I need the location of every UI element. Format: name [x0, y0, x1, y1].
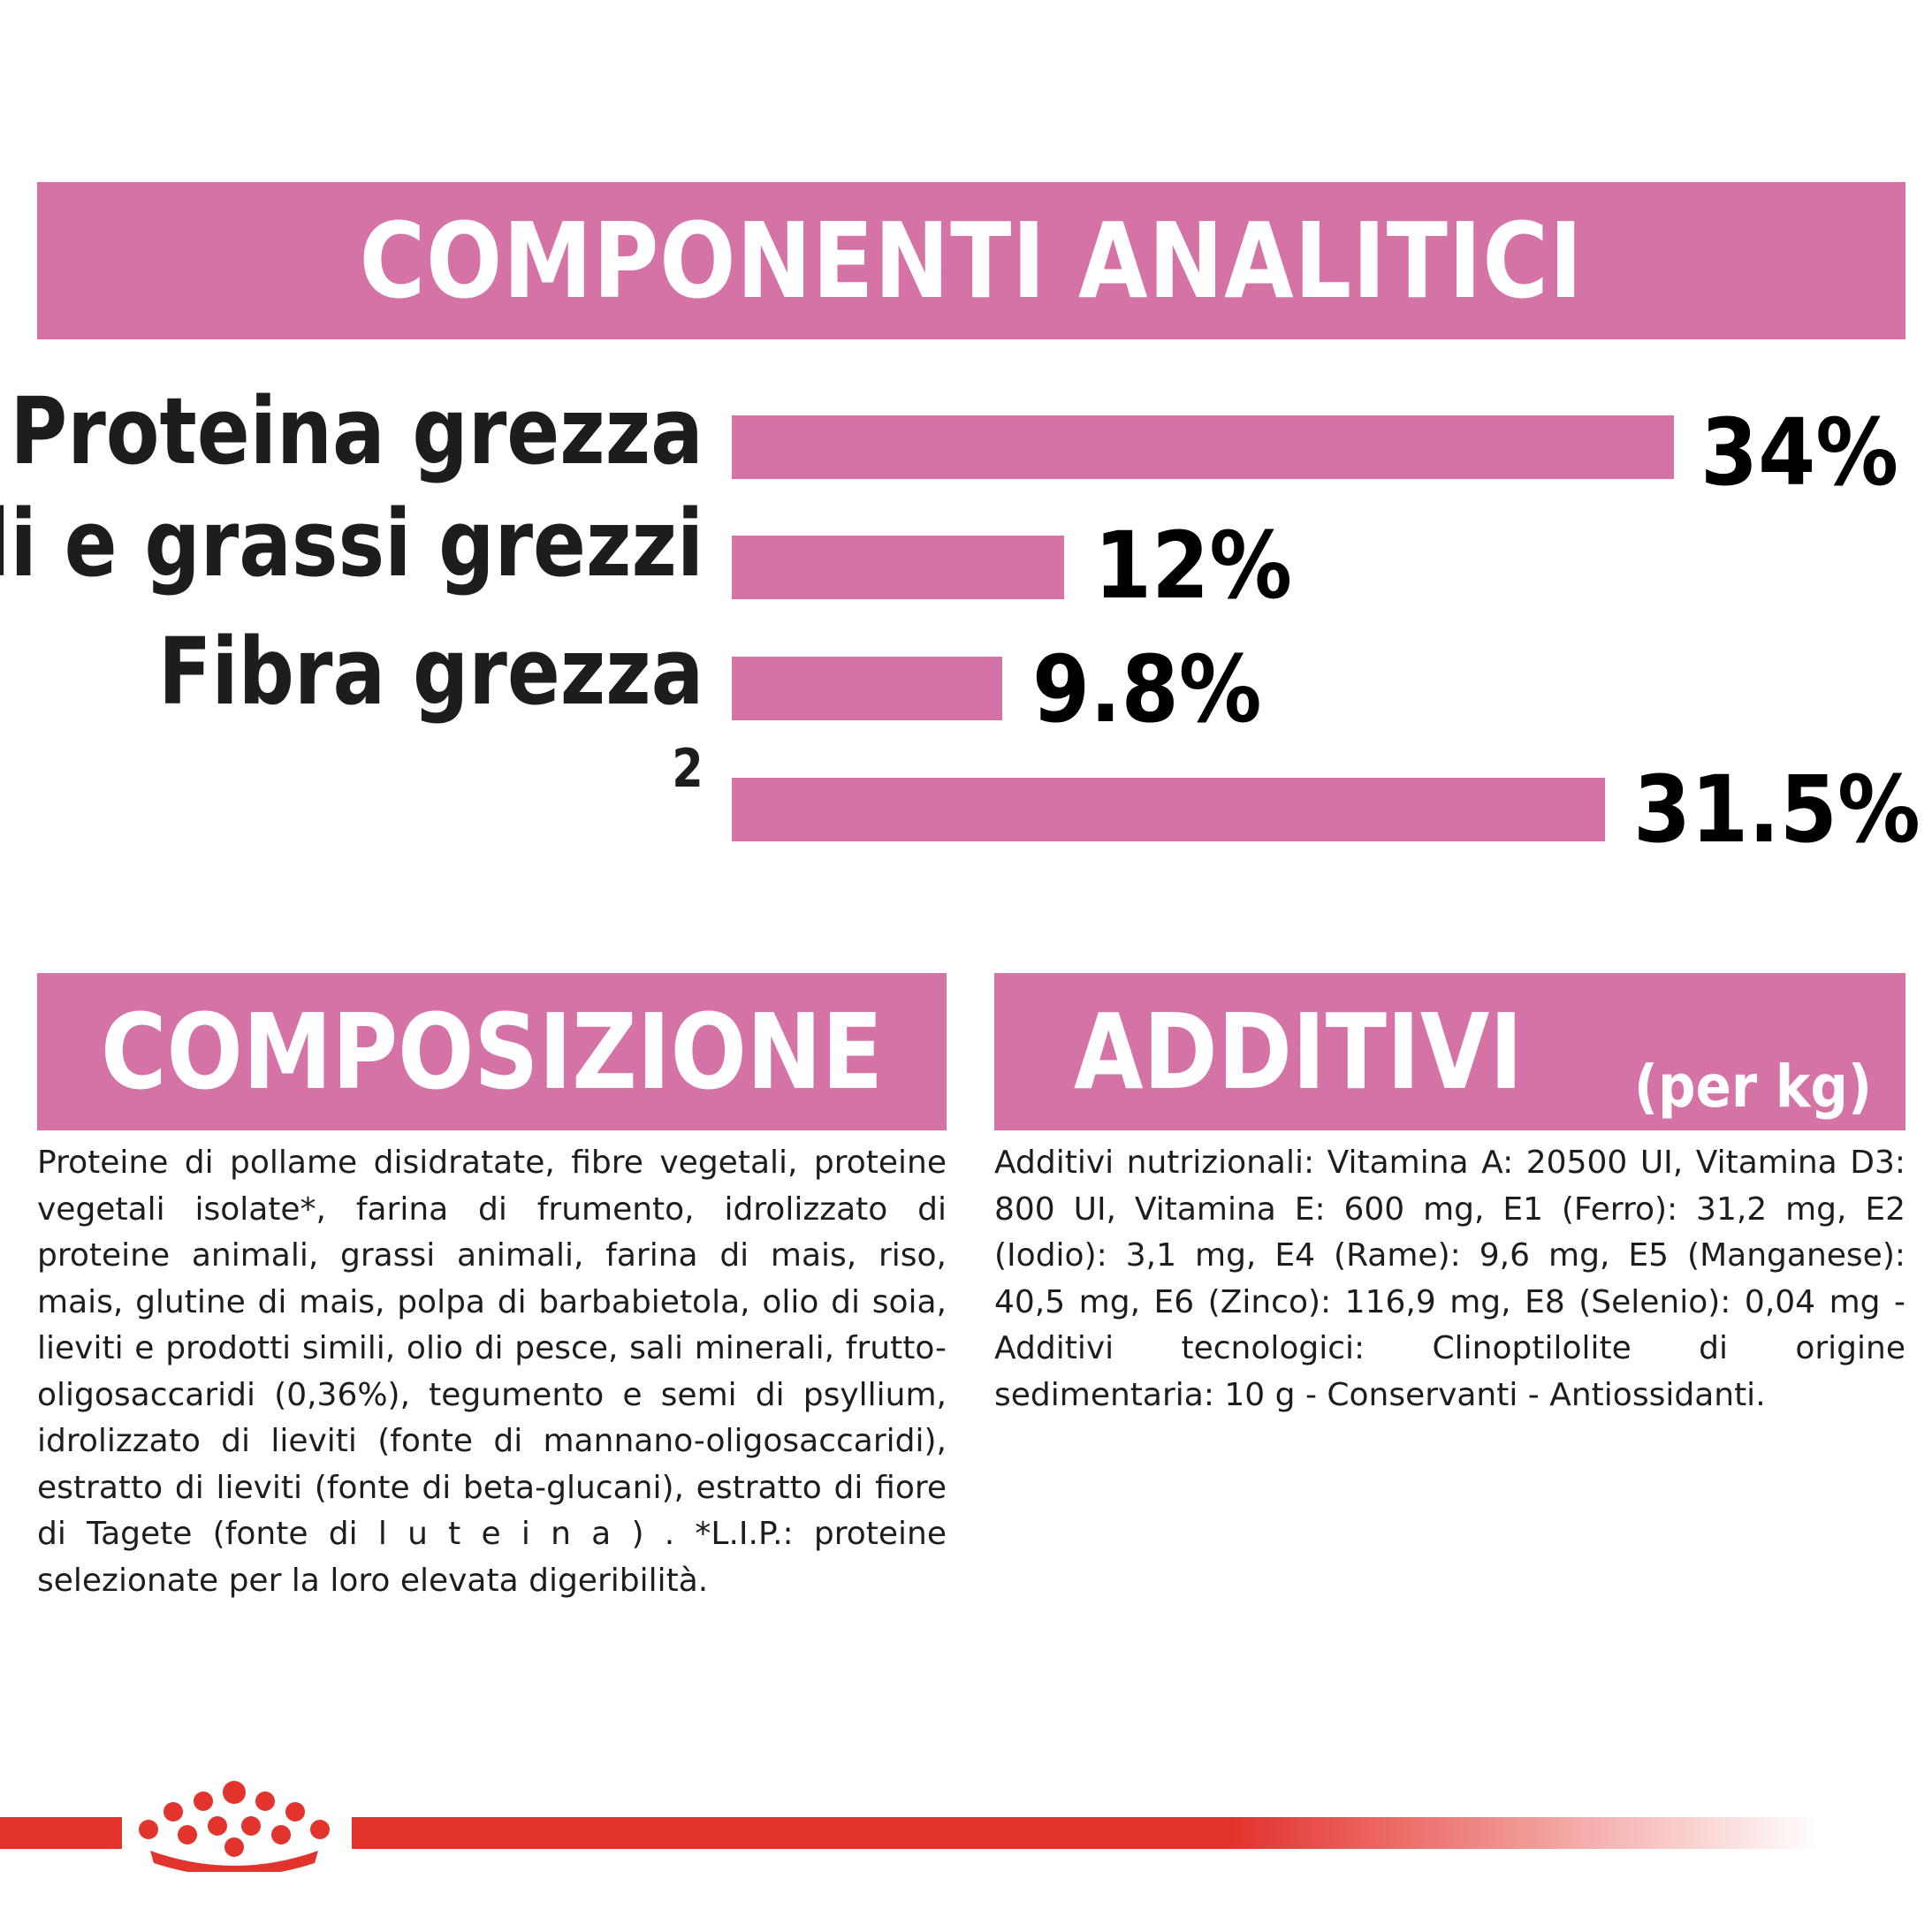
value-fat: 12% [1094, 512, 1293, 620]
row-label-fat: Oli e grassi grezzi [0, 490, 704, 597]
additives-title: ADDITIVI [1074, 991, 1524, 1113]
additives-unit: (per kg) [1633, 1053, 1872, 1121]
additives-header: ADDITIVI (per kg) [994, 973, 1905, 1130]
row-label-fourth: 2 [672, 738, 704, 800]
bar-fourth [732, 778, 1605, 841]
bar-fiber [732, 657, 1002, 720]
row-label-fiber: Fibra grezza [157, 618, 704, 726]
bar-protein [732, 415, 1674, 479]
composition-header: COMPOSIZIONE [37, 973, 947, 1130]
bar-fat [732, 536, 1064, 599]
analytical-components-header: COMPONENTI ANALITICI [37, 182, 1905, 339]
additives-text: Additivi nutrizionali: Vitamina A: 20500… [994, 1145, 1905, 1413]
crown-icon [139, 1781, 330, 1872]
value-fourth: 31.5% [1633, 756, 1921, 863]
composition-text: Proteine di pollame disidratate, fibre v… [37, 1145, 947, 1599]
analytical-components-title: COMPONENTI ANALITICI [359, 200, 1584, 322]
brand-line [0, 1817, 1821, 1849]
value-protein: 34% [1700, 399, 1899, 506]
value-fiber: 9.8% [1032, 635, 1262, 743]
row-label-protein: Proteina grezza [10, 377, 704, 485]
composition-title: COMPOSIZIONE [101, 991, 884, 1113]
